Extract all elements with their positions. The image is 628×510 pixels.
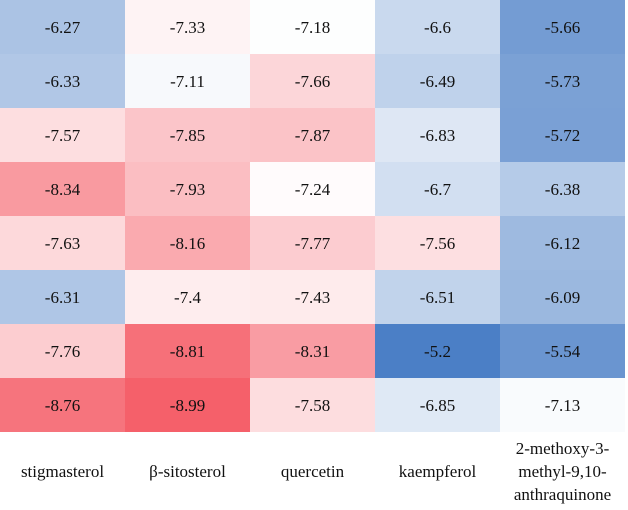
column-label-5: 2-methoxy-3- methyl-9,10- anthraquinone <box>514 439 611 504</box>
column-label-2-line-1: β-sitosterol <box>149 462 226 481</box>
cell-value-r1-c4: -6.6 <box>424 18 451 37</box>
heatmap-cell-r8-c1 <box>0 378 125 432</box>
heatmap-cell-r4-c1 <box>0 162 125 216</box>
column-labels: stigmasterol β-sitosterol quercetin kaempfe… <box>21 439 611 504</box>
heatmap-cell-r3-c4 <box>375 108 500 162</box>
column-label-1-line-1: stigmasterol <box>21 462 104 481</box>
heatmap-cell-r6-c5 <box>500 270 625 324</box>
cell-value-r5-c2: -8.16 <box>170 234 205 253</box>
heatmap-cell-r1-c4 <box>375 0 500 54</box>
cell-value-r8-c5: -7.13 <box>545 396 580 415</box>
cell-value-r6-c4: -6.51 <box>420 288 455 307</box>
heatmap-cell-r5-c1 <box>0 216 125 270</box>
column-label-1: stigmasterol <box>21 462 104 481</box>
heatmap-cell-r8-c2 <box>125 378 250 432</box>
cell-value-r7-c1: -7.76 <box>45 342 80 361</box>
heatmap-cell-r4-c2 <box>125 162 250 216</box>
heatmap-cells: -6.27 -7.33 -7.18 -6.6 -5.66 -6.33 -7.11 -7.66 -… <box>0 0 625 432</box>
cell-value-r3-c3: -7.87 <box>295 126 331 145</box>
column-label-5-line-1: 2-methoxy-3- <box>516 439 610 458</box>
heatmap-cell-r4-c4 <box>375 162 500 216</box>
heatmap-cell-r3-c2 <box>125 108 250 162</box>
cell-value-r2-c1: -6.33 <box>45 72 80 91</box>
cell-value-r2-c4: -6.49 <box>420 72 455 91</box>
heatmap-cell-r2-c3 <box>250 54 375 108</box>
heatmap-cell-r4-c5 <box>500 162 625 216</box>
cell-value-r7-c3: -8.31 <box>295 342 330 361</box>
heatmap-cell-r7-c1 <box>0 324 125 378</box>
cell-value-r1-c3: -7.18 <box>295 18 330 37</box>
cell-value-r4-c1: -8.34 <box>45 180 81 199</box>
heatmap-cell-r5-c4 <box>375 216 500 270</box>
cell-value-r2-c5: -5.73 <box>545 72 580 91</box>
cell-value-r4-c3: -7.24 <box>295 180 331 199</box>
column-label-3-line-1: quercetin <box>281 462 345 481</box>
cell-value-r6-c3: -7.43 <box>295 288 330 307</box>
cell-value-r6-c5: -6.09 <box>545 288 580 307</box>
column-label-3: quercetin <box>281 462 345 481</box>
heatmap-cell-r7-c4 <box>375 324 500 378</box>
cell-value-r8-c2: -8.99 <box>170 396 205 415</box>
heatmap-cell-r6-c4 <box>375 270 500 324</box>
heatmap-cell-r8-c5 <box>500 378 625 432</box>
cell-value-r5-c3: -7.77 <box>295 234 331 253</box>
cell-value-r1-c2: -7.33 <box>170 18 205 37</box>
cell-value-r3-c5: -5.72 <box>545 126 580 145</box>
heatmap-cell-r3-c3 <box>250 108 375 162</box>
column-label-2: β-sitosterol <box>149 462 226 481</box>
heatmap-cell-r7-c3 <box>250 324 375 378</box>
heatmap-cell-r1-c1 <box>0 0 125 54</box>
heatmap-cell-r3-c5 <box>500 108 625 162</box>
heatmap-cell-r1-c3 <box>250 0 375 54</box>
heatmap-cell-r2-c1 <box>0 54 125 108</box>
cell-value-r6-c2: -7.4 <box>174 288 201 307</box>
heatmap-cell-r5-c3 <box>250 216 375 270</box>
heatmap-cell-r5-c2 <box>125 216 250 270</box>
heatmap-cell-r8-c3 <box>250 378 375 432</box>
cell-value-r8-c3: -7.58 <box>295 396 330 415</box>
cell-value-r7-c5: -5.54 <box>545 342 581 361</box>
column-label-5-line-3: anthraquinone <box>514 485 611 504</box>
cell-value-r1-c1: -6.27 <box>45 18 81 37</box>
cell-value-r3-c2: -7.85 <box>170 126 205 145</box>
heatmap-cell-r2-c2 <box>125 54 250 108</box>
cell-value-r4-c5: -6.38 <box>545 180 580 199</box>
cell-value-r3-c4: -6.83 <box>420 126 455 145</box>
heatmap-cell-r3-c1 <box>0 108 125 162</box>
cell-value-r5-c5: -6.12 <box>545 234 580 253</box>
heatmap-cell-r7-c2 <box>125 324 250 378</box>
heatmap-cell-r7-c5 <box>500 324 625 378</box>
cell-value-r4-c2: -7.93 <box>170 180 205 199</box>
column-label-4-line-1: kaempferol <box>399 462 477 481</box>
heatmap-cell-r6-c2 <box>125 270 250 324</box>
heatmap-cell-r1-c5 <box>500 0 625 54</box>
heatmap-cell-r4-c3 <box>250 162 375 216</box>
cell-value-r8-c4: -6.85 <box>420 396 455 415</box>
cell-value-r8-c1: -8.76 <box>45 396 80 415</box>
heatmap-cell-r6-c1 <box>0 270 125 324</box>
heatmap-cell-r6-c3 <box>250 270 375 324</box>
column-label-5-line-2: methyl-9,10- <box>518 462 607 481</box>
cell-value-r5-c4: -7.56 <box>420 234 455 253</box>
cell-value-r2-c3: -7.66 <box>295 72 330 91</box>
cell-value-r4-c4: -6.7 <box>424 180 451 199</box>
heatmap-cell-r8-c4 <box>375 378 500 432</box>
cell-value-r1-c5: -5.66 <box>545 18 580 37</box>
heatmap-cell-r5-c5 <box>500 216 625 270</box>
cell-value-r7-c4: -5.2 <box>424 342 451 361</box>
heatmap-cell-r1-c2 <box>125 0 250 54</box>
cell-value-r3-c1: -7.57 <box>45 126 81 145</box>
column-label-4: kaempferol <box>399 462 477 481</box>
cell-value-r7-c2: -8.81 <box>170 342 205 361</box>
heatmap-cell-r2-c5 <box>500 54 625 108</box>
heatmap-cell-r2-c4 <box>375 54 500 108</box>
cell-value-r5-c1: -7.63 <box>45 234 80 253</box>
cell-value-r6-c1: -6.31 <box>45 288 80 307</box>
cell-value-r2-c2: -7.11 <box>170 72 205 91</box>
